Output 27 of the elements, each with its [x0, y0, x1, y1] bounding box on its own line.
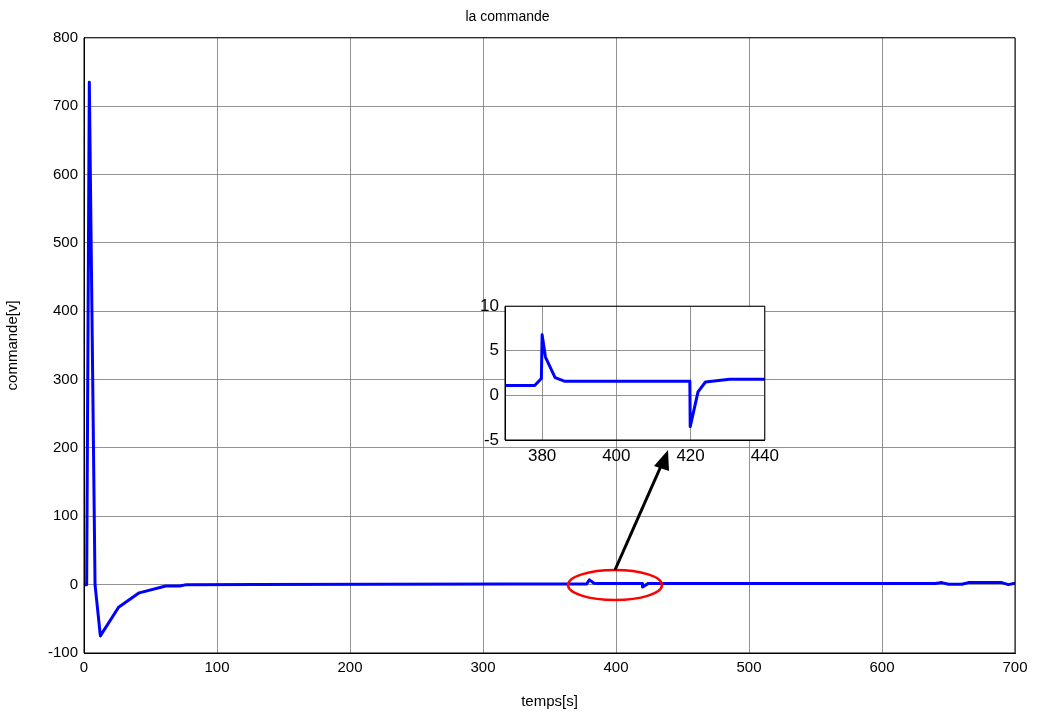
x-tick-label: 380: [527, 445, 557, 465]
x-tick-label: 500: [736, 658, 762, 676]
y-tick-label: 700: [52, 96, 78, 114]
y-tick-label: 10: [480, 295, 499, 315]
y-tick-label: 500: [52, 233, 78, 251]
y-tick-label: 800: [52, 27, 78, 45]
x-tick-label: 400: [602, 445, 631, 465]
x-axis-title: temps[s]: [521, 692, 578, 710]
x-tick-label: 600: [869, 658, 895, 676]
y-tick-label: 100: [52, 506, 78, 524]
x-tick-label: 420: [676, 445, 705, 465]
y-tick-label: -5: [483, 429, 499, 449]
x-tick-label: 700: [1002, 658, 1028, 676]
y-tick-label: 400: [52, 301, 78, 319]
x-tick-label: 200: [337, 658, 363, 676]
y-tick-label: 0: [69, 574, 78, 592]
y-tick-label: 300: [52, 369, 78, 387]
y-tick-label: 5: [489, 340, 499, 360]
y-tick-label: 600: [52, 164, 78, 182]
y-axis-title: commande[v]: [3, 300, 21, 391]
x-tick-label: 440: [750, 445, 780, 465]
x-tick-label: 0: [79, 658, 89, 676]
x-tick-label: 100: [204, 658, 230, 676]
y-tick-label: 0: [489, 385, 499, 405]
y-tick-label: -100: [47, 643, 78, 661]
x-tick-label: 400: [603, 658, 629, 676]
chart-title: la commande: [465, 8, 550, 25]
